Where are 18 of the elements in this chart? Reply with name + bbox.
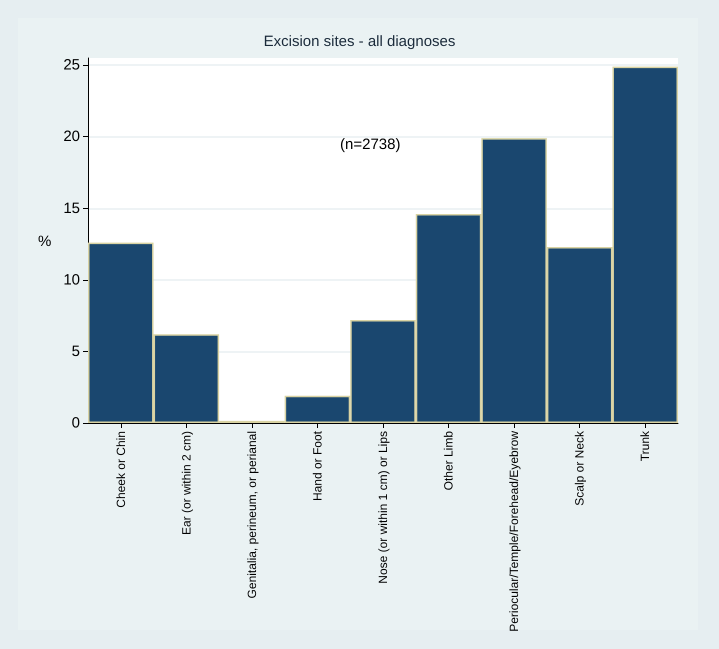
y-tick-label: 10 [63,271,80,288]
x-tick-label: Scalp or Neck [572,430,587,506]
y-tick-label: 5 [72,342,80,360]
x-tick-label: Other Limb [442,430,456,490]
x-tick-label: Nose (or within 1 cm) or Lips [376,431,390,584]
x-tick-label: Genitalia, perineum, or perianal [244,431,259,598]
x-tick-label: Cheek or Chin [114,431,128,508]
y-tick-label: 25 [63,56,80,74]
x-tick-label: Hand or Foot [310,430,324,502]
y-tick-label: 0 [72,414,80,432]
annotation: (n=2738) [340,136,400,153]
y-tick-label: 15 [63,200,80,217]
x-tick-label: Periocular/Temple/Forehead/Eyebrow [507,430,522,632]
x-tick-label: Trunk [638,430,652,462]
chart-title: Excision sites - all diagnoses [264,33,456,50]
y-tick-label: 20 [63,128,80,146]
y-axis-title: % [38,233,52,250]
x-tick-label: Ear (or within 2 cm) [179,431,194,536]
